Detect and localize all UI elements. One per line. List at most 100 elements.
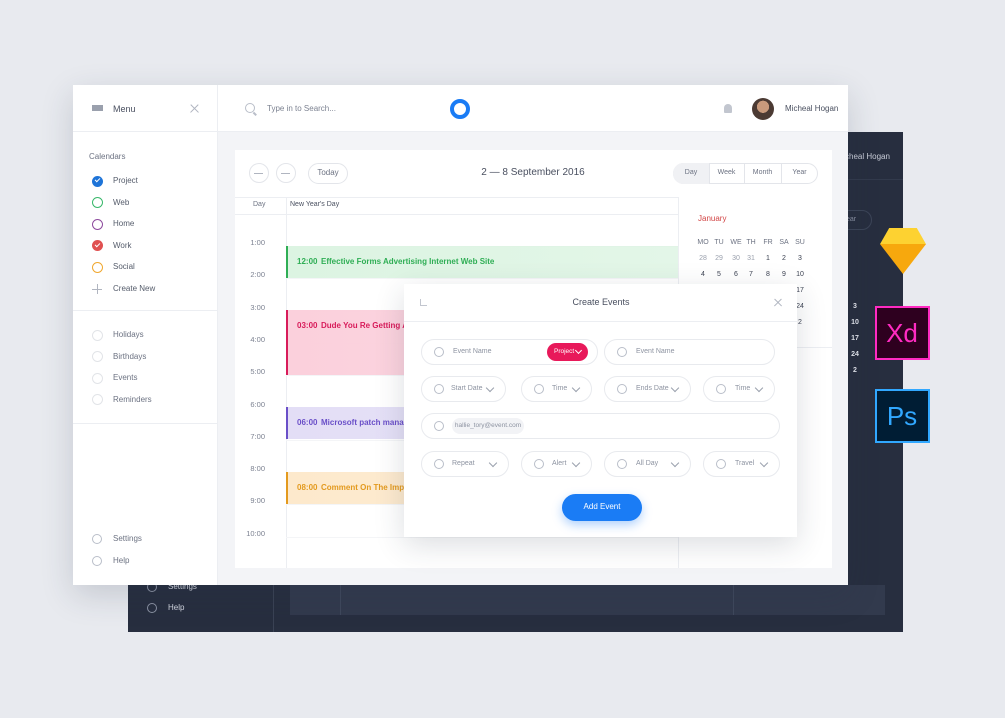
calendar-label[interactable]: Project	[113, 176, 138, 185]
view-label: Week	[717, 169, 736, 176]
mini-date[interactable]: 9	[782, 271, 786, 278]
form-field[interactable]	[703, 451, 780, 477]
add-event-button[interactable]	[562, 494, 642, 521]
footer-item[interactable]: Help	[113, 556, 130, 565]
calendar-toggle[interactable]	[91, 175, 103, 187]
email-chip	[452, 418, 524, 434]
mini-date[interactable]: 3	[798, 255, 802, 262]
field-label: Time	[552, 385, 568, 392]
mini-date[interactable]: 29	[715, 255, 723, 262]
mini-date[interactable]: 1	[766, 255, 770, 262]
view-label: Month	[752, 169, 773, 176]
sidebar-divider	[73, 423, 217, 424]
calendar-toggle[interactable]	[91, 240, 103, 251]
mini-date[interactable]: 8	[766, 271, 770, 278]
modal-divider	[404, 321, 797, 322]
weekday: FR	[763, 239, 773, 246]
calendar-label[interactable]: Home	[113, 219, 135, 228]
time-label: 3:00	[250, 302, 265, 312]
prev-button[interactable]	[249, 163, 269, 183]
calendar-toggle[interactable]	[91, 218, 103, 230]
icon	[434, 459, 444, 469]
footer-item[interactable]: Settings	[113, 534, 142, 543]
grid-line	[286, 536, 678, 538]
event[interactable]	[286, 246, 678, 278]
view-tab[interactable]	[744, 163, 781, 184]
view-tab[interactable]	[781, 163, 818, 184]
next-button[interactable]	[276, 163, 296, 183]
back-date: 10	[851, 319, 859, 326]
mini-date[interactable]: 4	[701, 271, 705, 278]
calendar-toggle[interactable]	[91, 329, 103, 341]
mini-date[interactable]: 10	[796, 271, 804, 278]
search-input[interactable]: Type in to Search...	[267, 104, 336, 113]
calendar-label[interactable]: Holidays	[113, 330, 144, 339]
calendar-label[interactable]: Work	[113, 240, 132, 250]
tool-icon	[875, 306, 930, 360]
view-tab[interactable]	[709, 163, 744, 184]
mini-date[interactable]: 24	[796, 303, 804, 310]
form-field[interactable]	[604, 451, 691, 477]
menu-icon-bar	[92, 105, 103, 107]
badge[interactable]	[547, 343, 588, 361]
form-field[interactable]	[604, 376, 691, 402]
grid-line	[235, 197, 678, 198]
calendar-toggle[interactable]	[91, 372, 103, 384]
weekday: TH	[746, 239, 756, 246]
bell-icon[interactable]	[724, 104, 732, 113]
icon	[434, 347, 444, 357]
icon	[434, 384, 444, 394]
calendar-label[interactable]: Events	[113, 373, 138, 382]
header-divider	[73, 131, 848, 132]
form-field[interactable]	[421, 451, 509, 477]
calendar-label[interactable]: Reminders	[113, 394, 152, 404]
weekday: SA	[779, 239, 789, 246]
event-time: 08:00	[297, 483, 318, 492]
calendar-toggle[interactable]	[91, 351, 103, 362]
mini-date[interactable]: 17	[796, 287, 804, 294]
today-label: Today	[317, 168, 339, 177]
holiday: New Year's Day	[290, 201, 340, 208]
icon	[716, 459, 726, 469]
mini-date[interactable]: 31	[747, 255, 755, 262]
today-button[interactable]	[308, 163, 348, 184]
icon	[617, 347, 627, 357]
calendar-toggle[interactable]	[91, 261, 103, 273]
form-field[interactable]	[421, 339, 598, 365]
form-field[interactable]	[703, 376, 775, 402]
weekday: TU	[714, 239, 724, 246]
day-header: Day	[253, 201, 266, 208]
calendar-toggle[interactable]	[91, 394, 103, 405]
create-new[interactable]: Create New	[113, 284, 156, 293]
mini-date[interactable]: 6	[734, 271, 738, 278]
calendar-label[interactable]: Web	[113, 197, 130, 207]
mini-date[interactable]: 7	[749, 271, 753, 278]
form-field[interactable]	[604, 339, 775, 365]
calendar-label[interactable]: Birthdays	[113, 351, 147, 361]
day-column-line	[286, 197, 287, 568]
field-label: All Day	[636, 460, 659, 467]
calendar-label[interactable]: Social	[113, 262, 135, 271]
event-title: Comment On The Importar	[321, 483, 423, 492]
mini-date[interactable]: 5	[717, 271, 721, 278]
form-field[interactable]	[421, 376, 506, 402]
back-date: 3	[853, 303, 857, 310]
back-col-line	[733, 585, 734, 615]
modal-title: Create Events	[572, 297, 630, 307]
form-field[interactable]	[421, 413, 780, 439]
mini-date[interactable]: 28	[699, 255, 707, 262]
sidebar-divider	[217, 85, 218, 585]
mini-date[interactable]: 30	[732, 255, 740, 262]
calendar-toggle[interactable]	[91, 197, 103, 208]
avatar[interactable]	[752, 98, 774, 120]
form-field[interactable]	[521, 376, 592, 402]
form-field[interactable]	[521, 451, 592, 477]
back-header	[848, 132, 903, 180]
menu-title[interactable]: Menu	[113, 104, 136, 114]
mini-date[interactable]: 2	[798, 319, 802, 326]
mini-date[interactable]: 2	[782, 255, 786, 262]
event-title: Effective Forms Advertising Internet Web…	[321, 257, 495, 266]
weekday: WE	[730, 239, 742, 246]
icon	[617, 459, 627, 469]
view-tab[interactable]	[673, 163, 709, 184]
